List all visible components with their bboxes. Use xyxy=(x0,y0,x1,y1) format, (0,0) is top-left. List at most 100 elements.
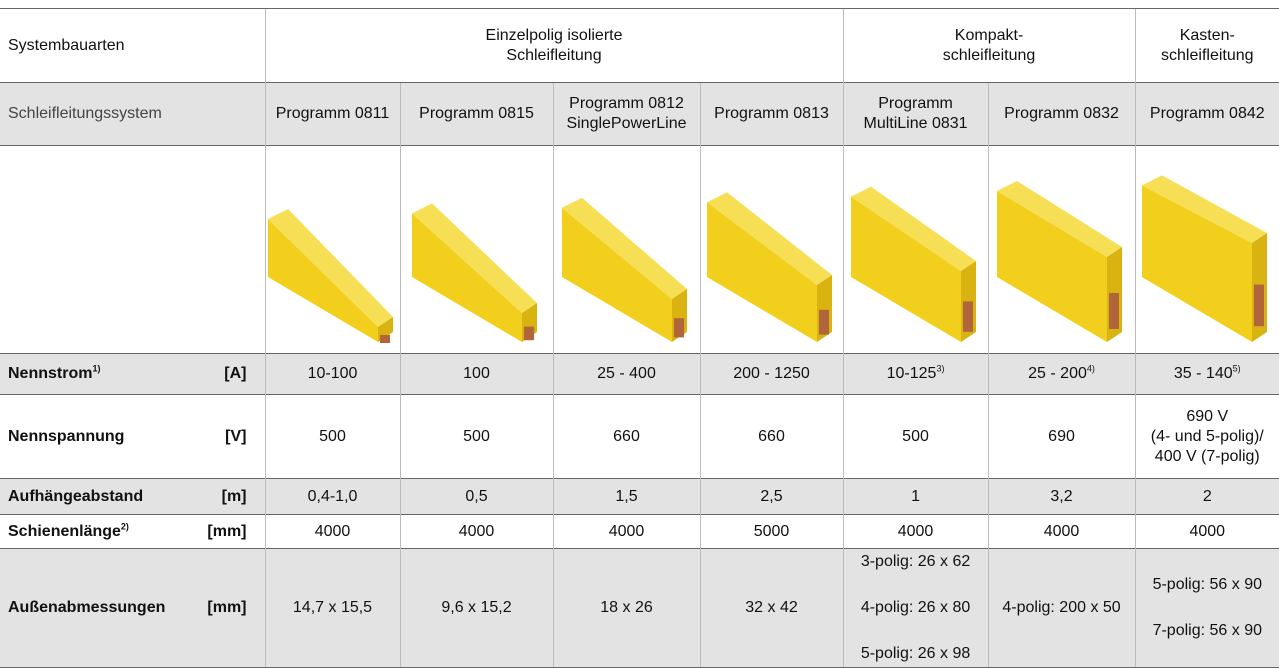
unit: [V] xyxy=(225,427,247,445)
label-wrap: Nennspannung [V] xyxy=(8,427,261,447)
line: 500 xyxy=(902,427,929,445)
image-cell xyxy=(1134,145,1279,354)
value-cell: 0,4-1,0 xyxy=(264,478,400,515)
row-label: Schleifleitungssystem xyxy=(0,82,265,146)
line: Kasten- xyxy=(1179,26,1235,44)
label-wrap: Außenabmessungen [mm] xyxy=(8,598,261,618)
line: schleifleitung xyxy=(942,46,1036,64)
system-cell: Programm 0842 xyxy=(1134,82,1279,146)
unit: [mm] xyxy=(207,522,247,540)
image-cell xyxy=(699,145,844,354)
line: 4000 xyxy=(458,522,495,540)
line: 4000 xyxy=(897,522,934,540)
line: 4-polig: 26 x 80 xyxy=(860,599,971,616)
line: 25 - 200 xyxy=(1028,365,1087,382)
product-image xyxy=(411,203,537,342)
line: 5-polig: 56 x 90 xyxy=(1152,576,1262,593)
row-name: Aufhängeabstand xyxy=(8,487,143,507)
value-cell: 500 xyxy=(842,394,989,479)
row-label: Aufhängeabstand [m] xyxy=(0,478,265,515)
row-name: Nennspannung xyxy=(8,427,124,447)
label-wrap: Nennstrom1) [A] xyxy=(8,364,261,384)
empty-cell xyxy=(0,145,265,354)
value-cell: 3,2 xyxy=(987,478,1136,515)
line: 14,7 x 15,5 xyxy=(292,599,373,616)
line: 660 xyxy=(758,427,785,445)
value-cell: 5-polig: 56 x 90 7-polig: 56 x 90 xyxy=(1134,548,1279,668)
value-cell: 25 - 400 xyxy=(552,353,700,395)
line: 3-polig: 26 x 62 xyxy=(860,553,971,570)
value-cell: 690 xyxy=(987,394,1136,479)
label-text: Außenabmessungen xyxy=(8,599,166,616)
line: Programm 0813 xyxy=(714,105,829,122)
value-cell: 14,7 x 15,5 xyxy=(264,548,400,668)
line: Programm 0832 xyxy=(1004,105,1119,122)
value-cell: 200 - 1250 xyxy=(699,353,844,395)
value-cell: 690 V (4- und 5-polig)/ 400 V (7-polig) xyxy=(1134,394,1279,479)
line: 690 xyxy=(1048,427,1075,445)
image-cell xyxy=(552,145,700,354)
value-cell: 4000 xyxy=(1134,514,1279,549)
value-cell: 100 xyxy=(399,353,553,395)
value-cell: 0,5 xyxy=(399,478,553,515)
line: Programm 0811 xyxy=(275,105,390,122)
label-text: Nennstrom xyxy=(8,365,93,382)
line: Kompakt- xyxy=(954,26,1024,44)
line: 4000 xyxy=(608,522,645,540)
unit: [A] xyxy=(224,365,247,382)
value-cell: 4000 xyxy=(264,514,400,549)
line: 5-polig: 26 x 98 xyxy=(860,645,971,662)
group-header: Einzelpolig isolierte Schleifleitung xyxy=(264,8,844,83)
data-row: Aufhängeabstand [m] 0,4-1,0 0,5 1,5 2,5 1 3,2 2 xyxy=(0,478,1279,515)
product-image xyxy=(996,181,1122,342)
line: 0,4-1,0 xyxy=(307,487,358,505)
line: MultiLine 0831 xyxy=(863,115,968,132)
value-cell: 3-polig: 26 x 62 4-polig: 26 x 80 5-polig:… xyxy=(842,548,989,668)
product-image xyxy=(267,209,393,343)
systems-label: Schleifleitungssystem xyxy=(8,105,162,122)
footnote: 3) xyxy=(936,363,945,374)
value-cell: 10-100 xyxy=(264,353,400,395)
line: SinglePowerLine xyxy=(566,115,687,132)
value-cell: 2,5 xyxy=(699,478,844,515)
line: 25 - 400 xyxy=(597,365,656,382)
data-row: Schienenlänge2) [mm] 4000 4000 4000 5000 4000 4… xyxy=(0,514,1279,549)
spec-table: Systembauarten Einzelpolig isolierte Schle… xyxy=(0,8,1279,668)
line: Schleifleitung xyxy=(506,46,602,64)
value-cell: 500 xyxy=(399,394,553,479)
line: Programm xyxy=(878,95,953,112)
line: 660 xyxy=(613,427,640,445)
line: schleifleitung xyxy=(1161,46,1254,64)
product-image xyxy=(561,197,687,342)
value-cell: 25 - 2004) xyxy=(987,353,1136,395)
line: 4000 xyxy=(314,522,351,540)
line: 10-125 xyxy=(886,365,937,382)
system-cell: Programm 0812 SinglePowerLine xyxy=(552,82,700,146)
line: Programm 0815 xyxy=(419,105,534,122)
line: Programm 0842 xyxy=(1149,105,1265,122)
line: 1 xyxy=(911,487,920,505)
image-cell xyxy=(264,145,400,354)
value-cell: 1,5 xyxy=(552,478,700,515)
header-row: Systembauarten Einzelpolig isolierte Schle… xyxy=(0,8,1279,83)
line: 7-polig: 56 x 90 xyxy=(1152,622,1262,639)
line: Einzelpolig isolierte xyxy=(485,26,623,44)
data-row: Nennspannung [V] 500 500 660 660 500 690 690 V (4… xyxy=(0,394,1279,479)
row-name: Außenabmessungen xyxy=(8,598,165,618)
value-cell: 4000 xyxy=(842,514,989,549)
value-cell: 32 x 42 xyxy=(699,548,844,668)
value-cell: 4000 xyxy=(987,514,1136,549)
image-row xyxy=(0,145,1279,354)
line: 4000 xyxy=(1043,522,1080,540)
label-text: Schienenlänge xyxy=(8,522,121,540)
label-wrap: Schienenlänge2) [mm] xyxy=(8,522,261,542)
footnote: 2) xyxy=(120,521,129,532)
row-label: Nennstrom1) [A] xyxy=(0,353,265,395)
image-cell xyxy=(987,145,1136,354)
line: 400 V (7-polig) xyxy=(1154,447,1260,465)
systems-row: Schleifleitungssystem Programm 0811 Progra… xyxy=(0,82,1279,146)
value-cell: 18 x 26 xyxy=(552,548,700,668)
group-header: Kasten-schleifleitung xyxy=(1134,8,1279,83)
image-cell xyxy=(399,145,553,354)
line: 100 xyxy=(463,365,490,382)
